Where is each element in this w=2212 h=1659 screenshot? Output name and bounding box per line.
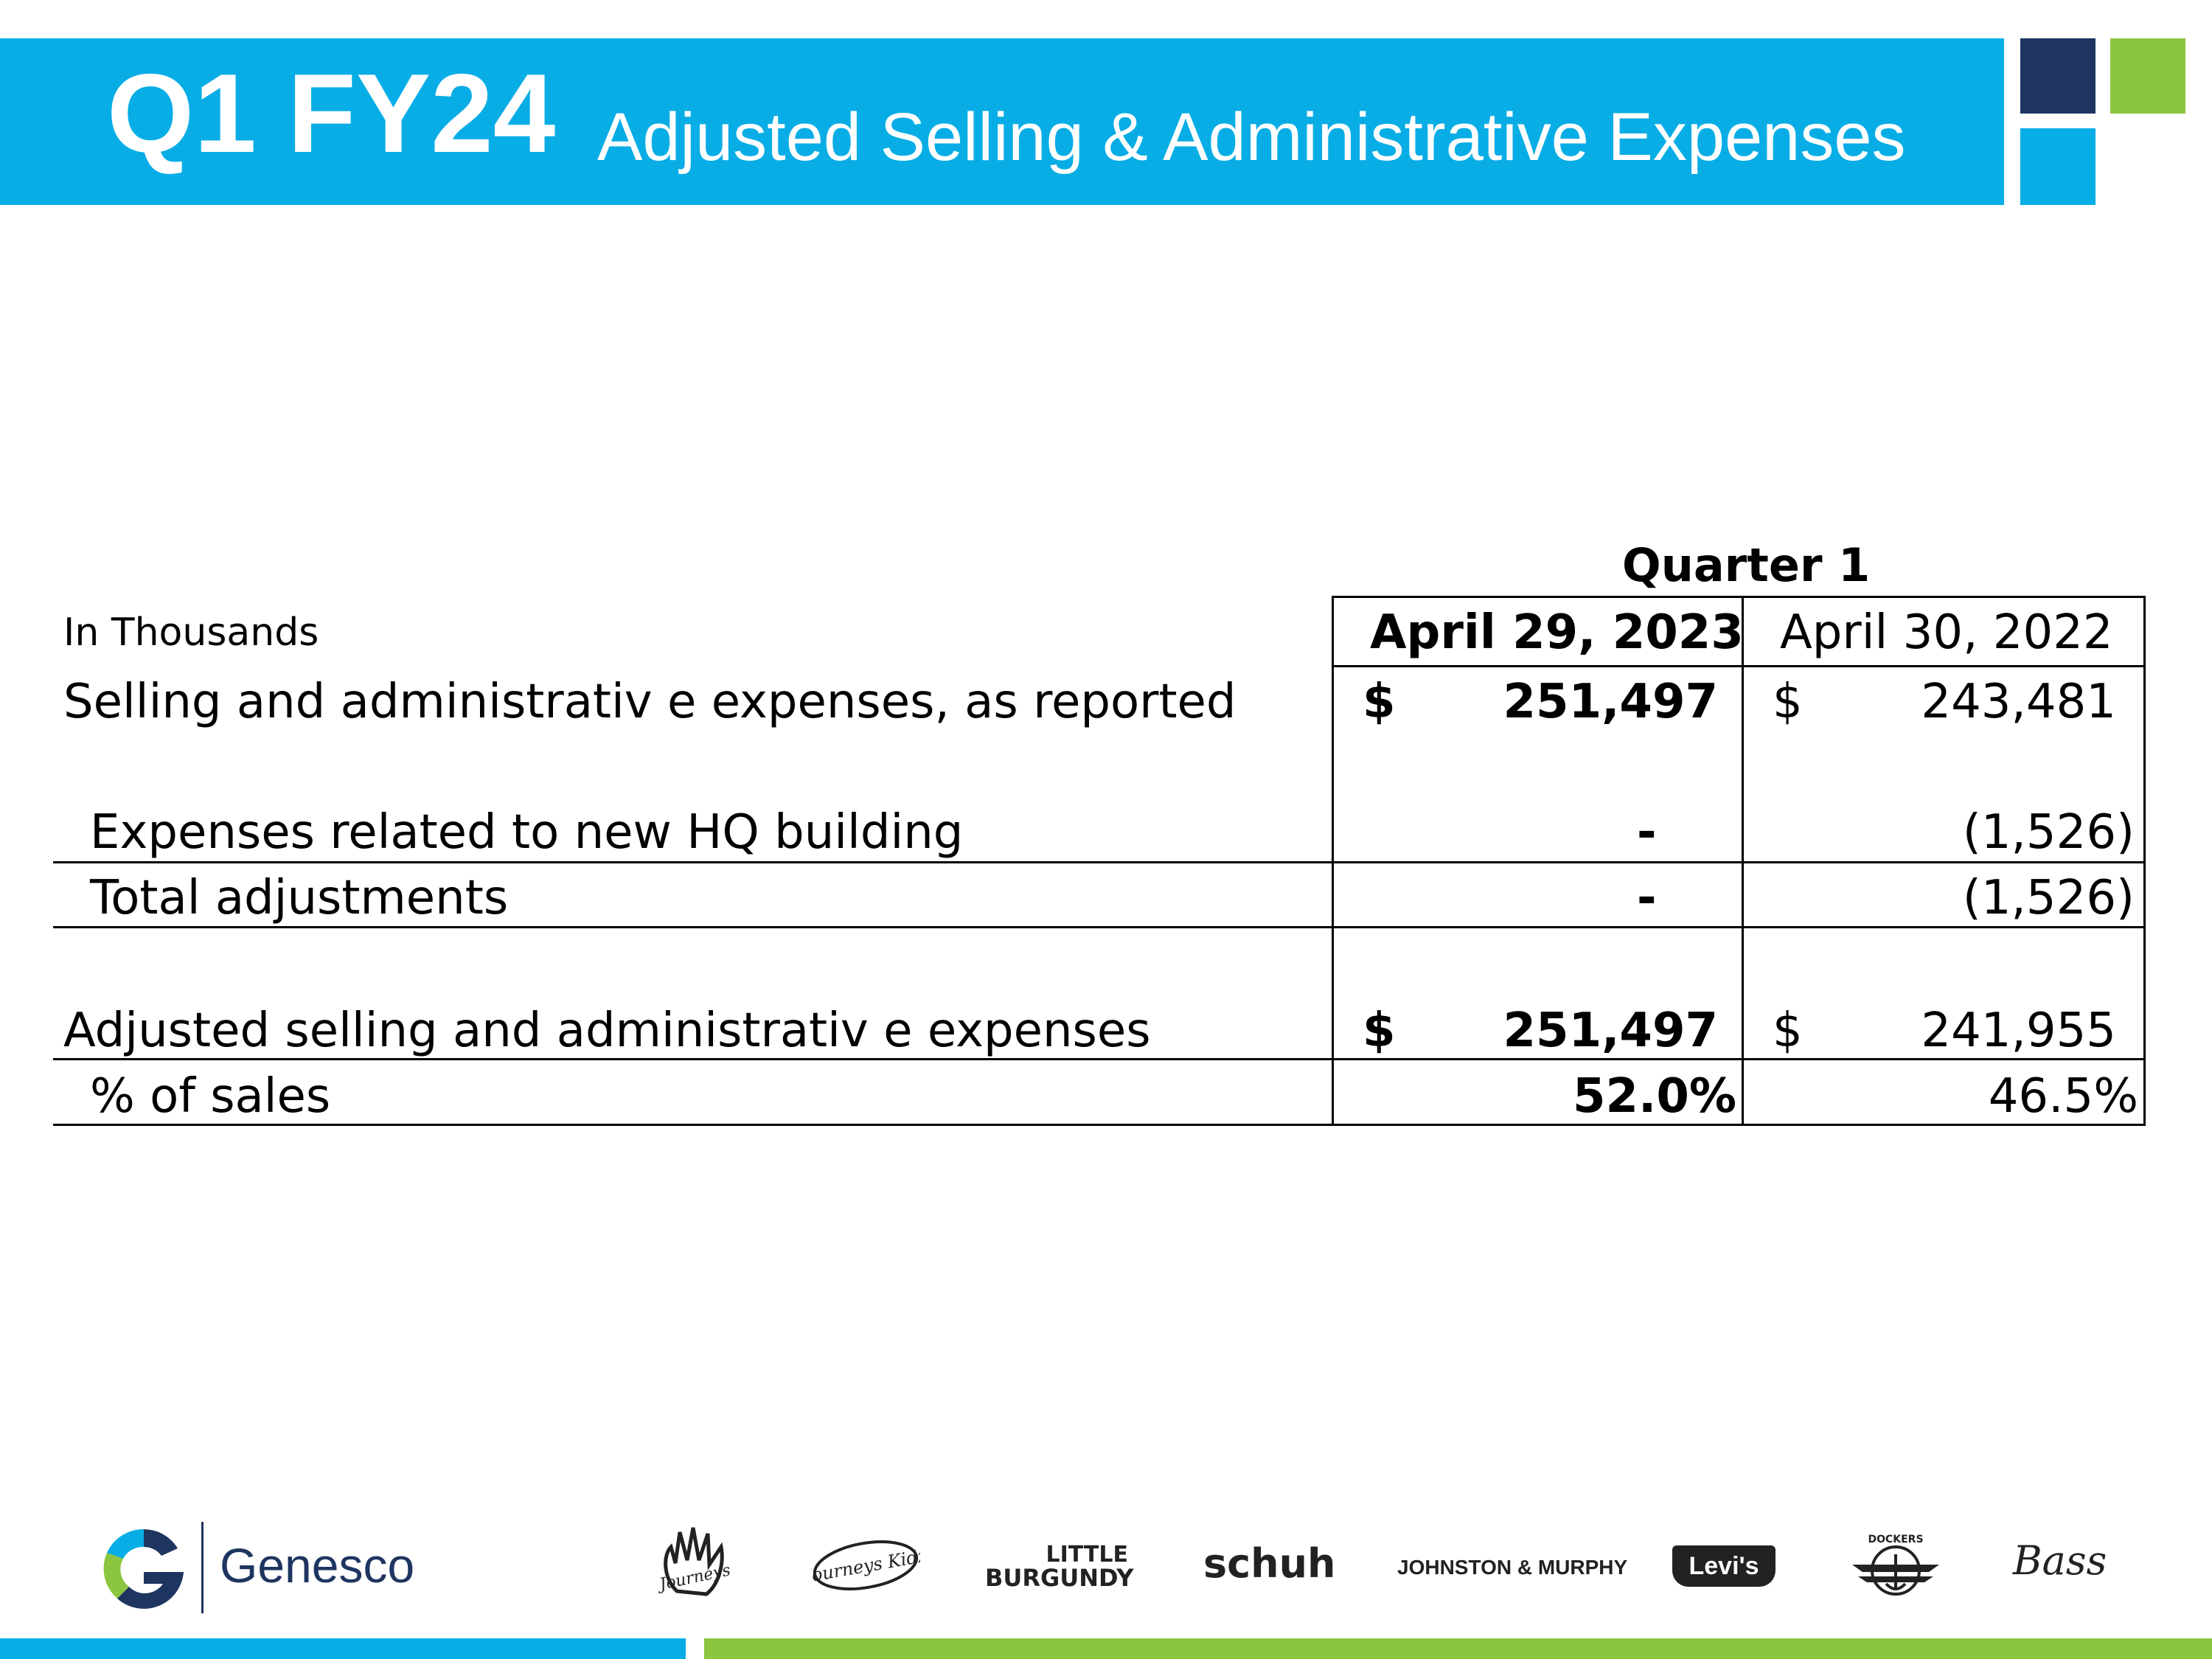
decor-square-green (2110, 38, 2185, 114)
row-label-percent-sales: % of sales (90, 1069, 331, 1124)
row-label-total-adjustments: Total adjustments (90, 871, 509, 925)
table-top-border (1332, 596, 2146, 598)
column-header-prior: April 30, 2022 (1780, 605, 2113, 660)
page-subtitle: Adjusted Selling & Administrative Expens… (597, 100, 1906, 175)
row-label-adjusted: Adjusted selling and administrativ e exp… (63, 1004, 1151, 1058)
period-header: Quarter 1 (1622, 538, 1871, 592)
value-adjustments-current: - (1637, 871, 1657, 925)
row-label-hq-expenses: Expenses related to new HQ building (90, 805, 964, 860)
table-bottom-border (53, 1124, 2146, 1126)
brand-johnston-murphy: JOHNSTON & MURPHY (1397, 1556, 1628, 1579)
row-border (53, 861, 2146, 863)
title-bar (0, 38, 2004, 205)
row-label-reported: Selling and administrativ e expenses, as… (63, 675, 1237, 729)
brand-dockers: DOCKERS (1868, 1534, 1923, 1545)
brand-bass: Bass (2013, 1537, 2107, 1584)
value-adjusted-prior: 241,955 (1921, 1004, 2116, 1058)
little-burgundy-logo: LITTLE BURGUNDY (985, 1542, 1134, 1592)
currency-symbol: $ (1773, 675, 1803, 729)
value-adjustments-prior: (1,526) (1962, 871, 2135, 925)
row-border (53, 1058, 2146, 1060)
value-adjusted-current: 251,497 (1503, 1004, 1719, 1058)
brand-journeys-kidz: Journeys Kidz (811, 1545, 920, 1588)
journeys-hand-logo-icon: Journeys (655, 1527, 732, 1596)
currency-symbol: $ (1363, 1004, 1396, 1058)
value-hq-current: - (1637, 805, 1657, 860)
value-percent-current: 52.0% (1572, 1069, 1736, 1124)
value-reported-prior: 243,481 (1921, 675, 2116, 729)
column-divider (2143, 596, 2146, 1126)
journeys-kidz-logo-icon: Journeys Kidz (811, 1540, 920, 1590)
footer-bar-green (704, 1638, 2212, 1659)
company-name: Genesco (220, 1538, 415, 1593)
column-divider (1742, 596, 1744, 1126)
dockers-logo-icon: DOCKERS (1852, 1534, 1939, 1596)
column-header-current: April 29, 2023 (1370, 605, 1744, 660)
column-header-border (1332, 665, 2146, 667)
currency-symbol: $ (1363, 675, 1396, 729)
value-hq-prior: (1,526) (1962, 805, 2135, 860)
brand-schuh: schuh (1203, 1540, 1336, 1587)
row-border (53, 926, 2146, 928)
column-divider (1332, 596, 1334, 1126)
brand-levis: Levi's (1672, 1545, 1775, 1587)
value-percent-prior: 46.5% (1988, 1069, 2138, 1124)
page-title: Q1 FY24 (107, 51, 556, 176)
footer-bar-blue (0, 1638, 686, 1659)
unit-label: In Thousands (63, 611, 319, 655)
currency-symbol: $ (1773, 1004, 1803, 1058)
value-reported-current: 251,497 (1503, 675, 1719, 729)
genesco-logo-icon (103, 1528, 184, 1609)
decor-square-blue (2020, 128, 2096, 205)
decor-square-navy (2020, 38, 2096, 114)
logo-divider (201, 1522, 204, 1613)
